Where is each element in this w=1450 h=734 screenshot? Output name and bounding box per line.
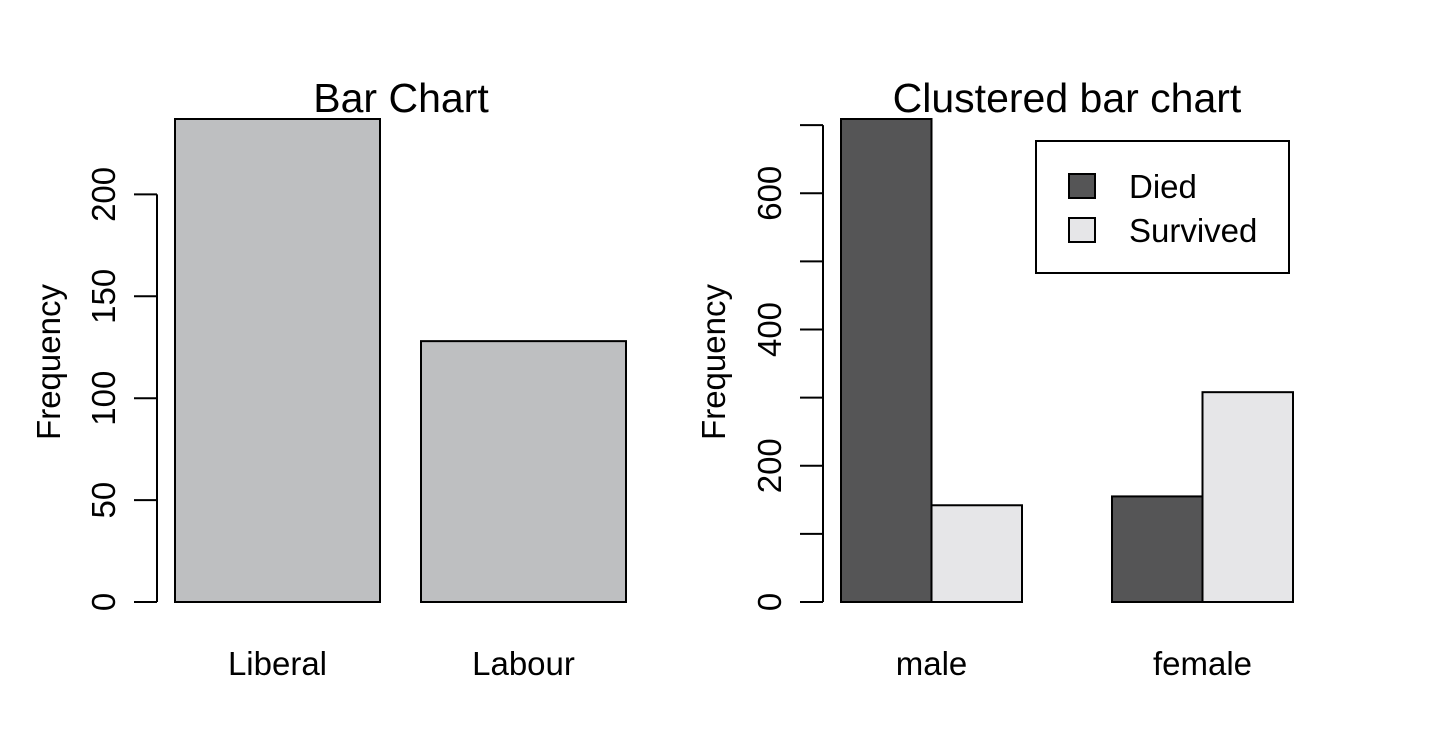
chart-title: Bar Chart [313,75,489,121]
bar-liberal [174,118,381,603]
category-label: Liberal [228,645,327,682]
y-tick-label: 50 [85,482,122,519]
category-label: female [1153,645,1252,682]
bar-male-died [840,118,933,603]
category-label: Labour [472,645,575,682]
bar-labour [420,340,627,603]
category-label: male [896,645,968,682]
y-tick-label: 0 [85,593,122,611]
clustered-bar-chart-panel: Clustered bar chart Frequency 0 200 400 600… [695,75,1294,682]
y-tick-label: 200 [85,167,122,222]
bars [174,118,627,603]
chart-title: Clustered bar chart [893,75,1242,121]
category-labels: Liberal Labour [228,645,575,682]
bar-chart-panel: Bar Chart Frequency 0 50 100 150 200 Liberal… [30,75,627,682]
category-labels: male female [896,645,1252,682]
legend: Died Survived [1035,140,1290,274]
y-tick-label: 150 [85,269,122,324]
bar-female-survived [1201,391,1294,603]
y-tick-label: 100 [85,371,122,426]
y-axis: 0 200 400 600 [751,124,824,611]
y-axis: 0 50 100 150 200 [85,167,158,611]
y-axis-label: Frequency [30,284,67,440]
legend-swatch-survived [1068,217,1096,243]
legend-entry: Died [1129,168,1197,205]
y-tick-label: 0 [751,593,788,611]
legend-entry: Survived [1129,212,1257,249]
bars [840,118,1294,604]
y-tick-label: 200 [751,438,788,493]
y-axis-label: Frequency [695,284,732,440]
y-tick-label: 600 [751,166,788,221]
y-tick-label: 400 [751,302,788,357]
legend-swatch-died [1068,173,1096,199]
legend-box [1035,140,1290,274]
bar-female-died [1111,495,1204,604]
bar-male-survived [930,504,1023,604]
